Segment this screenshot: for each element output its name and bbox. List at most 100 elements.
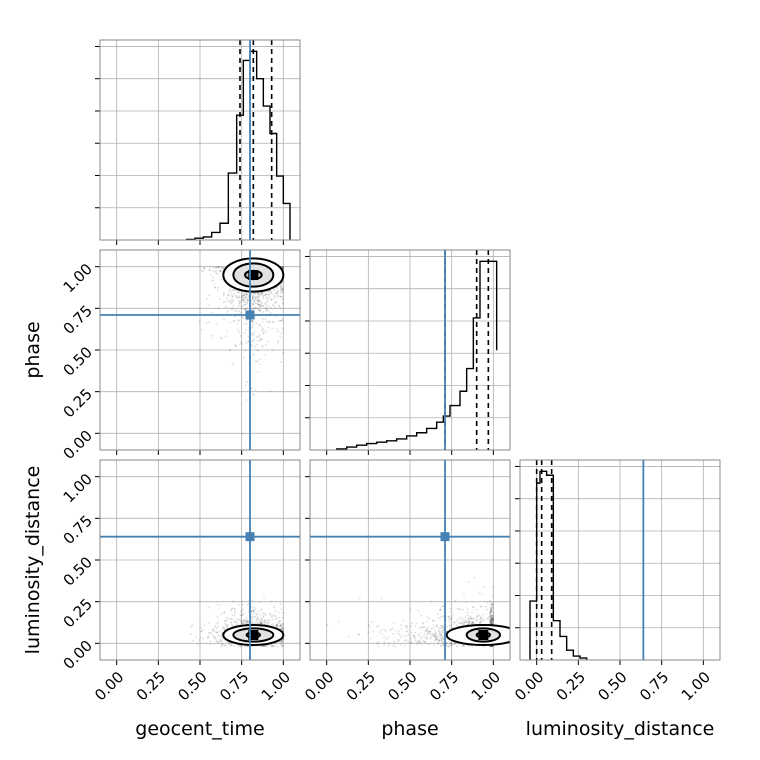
panel-frame	[99, 249, 301, 451]
scatter-point	[229, 609, 232, 612]
x-tick-label: 0.00	[511, 668, 547, 704]
scatter-point	[242, 622, 244, 625]
scatter-point	[223, 619, 226, 622]
scatter-point	[254, 292, 257, 295]
scatter-point	[457, 617, 460, 620]
scatter-point	[455, 624, 458, 626]
scatter-point	[369, 637, 372, 640]
scatter-point	[251, 298, 254, 300]
scatter-point	[434, 629, 436, 632]
scatter-point	[281, 639, 284, 642]
scatter-point	[226, 294, 229, 297]
scatter-point	[465, 621, 468, 624]
scatter-point	[462, 623, 465, 626]
scatter-point	[468, 621, 471, 624]
scatter-point	[246, 297, 249, 300]
scatter-point	[282, 268, 285, 270]
scatter-point	[490, 645, 493, 648]
scatter-point	[252, 338, 255, 341]
scatter-point	[414, 639, 417, 642]
scatter-point	[274, 618, 277, 621]
scatter-point	[279, 602, 282, 605]
scatter-point	[489, 619, 492, 622]
scatter-point	[434, 632, 437, 635]
scatter-point	[251, 309, 254, 311]
scatter-point	[472, 617, 475, 620]
scatter-point	[270, 312, 272, 315]
scatter-point	[449, 641, 452, 644]
scatter-point	[244, 296, 247, 299]
scatter-point	[270, 624, 273, 626]
scatter-point	[263, 645, 265, 648]
scatter-point	[420, 637, 422, 640]
scatter-point	[465, 619, 468, 622]
scatter-point	[281, 266, 284, 269]
scatter-point	[432, 627, 435, 629]
scatter-point	[491, 620, 493, 622]
scatter-point	[260, 302, 263, 305]
scatter-point	[259, 293, 262, 296]
scatter-point	[466, 620, 468, 623]
scatter-point	[246, 620, 248, 622]
scatter-point	[232, 304, 235, 307]
scatter-point	[203, 624, 206, 627]
density-peak	[478, 630, 489, 640]
scatter-point	[262, 294, 265, 297]
scatter-point	[257, 610, 260, 613]
scatter-point	[470, 622, 473, 625]
scatter-point	[440, 625, 443, 627]
scatter-point	[240, 621, 243, 624]
scatter-point	[392, 644, 394, 647]
scatter-point	[242, 299, 244, 302]
scatter-point	[264, 614, 267, 617]
scatter-point	[460, 644, 463, 647]
x-tick-label: 0.00	[301, 668, 337, 704]
scatter-point	[239, 614, 242, 617]
scatter-point	[280, 641, 283, 644]
scatter-point	[260, 608, 263, 611]
scatter-point	[280, 283, 283, 286]
scatter-point	[203, 267, 206, 270]
scatter-point	[241, 622, 244, 625]
scatter-point	[203, 268, 206, 270]
scatter-point	[459, 616, 462, 619]
scatter-point	[270, 644, 273, 647]
scatter-point	[255, 322, 258, 325]
scatter-point	[281, 266, 284, 269]
scatter-point	[222, 626, 224, 629]
scatter-point	[421, 635, 423, 638]
scatter-point	[257, 335, 260, 338]
scatter-point	[472, 620, 475, 623]
scatter-point	[279, 360, 282, 363]
scatter-point	[214, 267, 217, 269]
scatter-point	[486, 618, 488, 620]
scatter-point	[480, 620, 483, 623]
scatter-point	[217, 621, 220, 624]
scatter-point	[229, 291, 232, 293]
scatter-point	[265, 309, 267, 312]
scatter-point	[378, 631, 381, 633]
scatter-point	[262, 318, 265, 320]
scatter-point	[259, 309, 262, 312]
scatter-point	[234, 315, 237, 318]
scatter-point	[471, 621, 474, 623]
scatter-point	[387, 642, 390, 645]
truth-marker	[245, 310, 255, 320]
scatter-point	[488, 616, 491, 618]
scatter-point	[251, 320, 253, 323]
scatter-point	[255, 618, 258, 621]
scatter-point	[258, 358, 261, 361]
scatter-point	[231, 614, 234, 617]
scatter-point	[242, 294, 245, 297]
scatter-point	[437, 613, 439, 615]
scatter-point	[223, 639, 226, 642]
scatter-point	[279, 336, 282, 339]
scatter-point	[489, 613, 492, 616]
scatter-point	[275, 623, 278, 626]
scatter-point	[242, 292, 245, 295]
scatter-point	[236, 644, 239, 647]
scatter-point	[257, 300, 260, 303]
scatter-point	[258, 613, 261, 616]
scatter-point	[436, 623, 439, 626]
scatter-point	[257, 303, 260, 306]
